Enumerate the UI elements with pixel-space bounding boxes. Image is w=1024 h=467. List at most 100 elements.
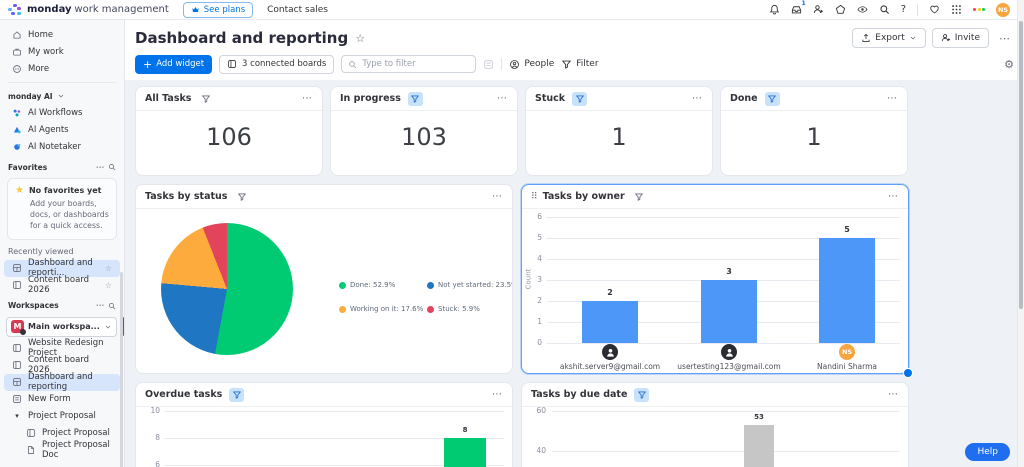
bar[interactable]: [701, 280, 757, 343]
funnel-icon-active[interactable]: [764, 91, 780, 106]
people-filter-button[interactable]: People: [509, 59, 554, 70]
workspaces-section-header[interactable]: Workspaces ⋯: [0, 298, 124, 314]
add-widget-button[interactable]: + Add widget: [135, 54, 213, 74]
sidebar-item-ai-workflows[interactable]: AI Workflows: [4, 104, 120, 121]
y-axis-label: Count: [524, 268, 533, 290]
workspace-item-content-board[interactable]: Content board 2026: [4, 355, 120, 376]
workspace-item-project-proposal-doc[interactable]: Project Proposal Doc: [4, 440, 120, 460]
sidebar-item-ai-notetaker[interactable]: AI Notetaker: [4, 138, 120, 155]
help-button-top[interactable]: ?: [900, 4, 906, 15]
products-button[interactable]: [835, 4, 846, 15]
notifications-button[interactable]: [769, 4, 780, 15]
legend-item[interactable]: Stuck: 5.9%: [427, 305, 512, 313]
bar[interactable]: [744, 425, 774, 467]
scrollbar-thumb[interactable]: [1019, 21, 1023, 309]
widget-menu-button[interactable]: ⋯: [888, 389, 899, 400]
plus-icon: +: [143, 57, 153, 71]
drag-handle-icon[interactable]: ⠿: [531, 191, 538, 202]
widget-tasks-by-owner[interactable]: ⠿ Tasks by owner ⋯ 0 1 2 3 4 5 6 Count 2 akshit.s…: [521, 184, 913, 378]
bar[interactable]: [819, 238, 875, 343]
workspaces-menu-icon[interactable]: ⋯: [96, 301, 104, 311]
widget-tasks-by-status[interactable]: Tasks by status ⋯ Done: 52.9% Not yet st…: [135, 184, 513, 374]
whats-new-button[interactable]: [929, 4, 940, 15]
workspace-item-website-redesign[interactable]: Website Redesign Project: [4, 338, 120, 359]
legend-item[interactable]: Working on it: 17.6%: [339, 305, 425, 313]
search-button[interactable]: [879, 4, 890, 15]
connected-boards-button[interactable]: 3 connected boards: [219, 54, 335, 74]
invite-button[interactable]: Invite: [931, 28, 989, 48]
caret-down-icon[interactable]: ▾: [15, 412, 19, 421]
contact-sales-link[interactable]: Contact sales: [267, 4, 328, 15]
funnel-icon[interactable]: [632, 190, 647, 204]
workspace-item-dashboard[interactable]: Dashboard and reporting: [4, 372, 120, 392]
workspaces-search-icon[interactable]: [108, 302, 116, 310]
recent-item-content-board[interactable]: Content board 2026 ☆: [4, 275, 120, 295]
legend-item[interactable]: Done: 52.9%: [339, 281, 425, 289]
sidebar-item-more[interactable]: More: [4, 60, 120, 77]
dashboard-menu-button[interactable]: ⋯: [999, 31, 1010, 45]
favorites-menu-icon[interactable]: ⋯: [96, 162, 104, 172]
widget-tasks-by-due-date[interactable]: Tasks by due date ⋯ 604053Count: [521, 382, 909, 467]
briefcase-icon: [12, 47, 22, 57]
workspace-item-project-proposal[interactable]: Project Proposal: [4, 425, 120, 442]
legend-item[interactable]: Not yet started: 23.5%: [427, 281, 512, 289]
funnel-icon-active[interactable]: [407, 91, 423, 106]
help-button[interactable]: Help: [965, 443, 1010, 461]
widget-stuck[interactable]: Stuck ⋯ 1: [525, 86, 713, 176]
invite-members-button[interactable]: [813, 4, 824, 15]
sidebar-item-label: Content board 2026: [28, 355, 90, 376]
sidebar-item-home[interactable]: Home: [4, 26, 120, 43]
widget-overdue-tasks[interactable]: Overdue tasks ⋯ 10 8 6 8: [135, 382, 513, 467]
sidebar-item-ai-agents[interactable]: AI Agents: [4, 121, 120, 138]
funnel-icon[interactable]: [198, 92, 213, 106]
widget-menu-button[interactable]: ⋯: [497, 93, 508, 104]
widget-done[interactable]: Done ⋯ 1: [720, 86, 908, 176]
status-pie-chart[interactable]: [161, 223, 293, 355]
visibility-button[interactable]: [857, 4, 868, 15]
funnel-icon[interactable]: [234, 190, 249, 204]
widget-in-progress[interactable]: In progress ⋯ 103: [330, 86, 518, 176]
export-button[interactable]: Export: [852, 28, 926, 48]
sidebar-item-label: Website Redesign Project: [28, 338, 104, 359]
favorites-search-icon[interactable]: [108, 163, 116, 171]
favorite-star-icon[interactable]: ☆: [104, 263, 112, 273]
app-logo-text[interactable]: monday work management: [27, 4, 169, 15]
widget-resize-handle[interactable]: [903, 368, 913, 378]
filter-search-box[interactable]: [341, 55, 477, 73]
sidebar-scrollbar[interactable]: [120, 272, 123, 467]
recent-item-dashboard[interactable]: Dashboard and reporti... ☆: [4, 258, 120, 278]
favorite-star-icon[interactable]: ☆: [104, 280, 112, 290]
monday-logo-icon[interactable]: [8, 3, 22, 16]
widget-menu-button[interactable]: ⋯: [492, 389, 503, 400]
dashboard-settings-button[interactable]: ⚙: [1004, 57, 1014, 71]
funnel-icon-active[interactable]: [572, 91, 588, 106]
inbox-icon: [791, 4, 802, 15]
apps-switcher-button[interactable]: [951, 4, 962, 15]
favorites-section-header[interactable]: Favorites ⋯: [0, 159, 124, 175]
inbox-button[interactable]: 1: [791, 0, 806, 15]
chevron-down-icon: [909, 34, 917, 42]
widget-all-tasks[interactable]: All Tasks ⋯ 106: [135, 86, 323, 176]
bar[interactable]: [444, 438, 486, 467]
funnel-icon-active[interactable]: [229, 387, 245, 402]
funnel-icon-active[interactable]: [634, 387, 650, 402]
widget-menu-button[interactable]: ⋯: [692, 93, 703, 104]
filter-search-input[interactable]: [362, 59, 470, 69]
recently-viewed-header: Recently viewed: [8, 247, 74, 257]
widget-menu-button[interactable]: ⋯: [887, 93, 898, 104]
bar[interactable]: [582, 301, 638, 343]
widget-menu-button[interactable]: ⋯: [302, 93, 313, 104]
monday-ai-section-header[interactable]: monday AI: [0, 88, 124, 104]
workspace-selector[interactable]: M Main workspa...: [6, 316, 117, 337]
widget-menu-button[interactable]: ⋯: [492, 191, 503, 202]
favorite-star-icon[interactable]: ☆: [355, 31, 366, 45]
workspace-item-new-form[interactable]: New Form: [4, 391, 120, 408]
sidebar-item-label: AI Notetaker: [28, 141, 82, 152]
window-scrollbar[interactable]: [1017, 0, 1024, 467]
workspace-group-project-proposal[interactable]: ▾ Project Proposal: [4, 408, 120, 425]
see-plans-button[interactable]: See plans: [182, 1, 254, 18]
filter-button[interactable]: Filter: [561, 59, 599, 70]
sidebar-item-my-work[interactable]: My work: [4, 43, 120, 60]
widget-menu-button[interactable]: ⋯: [888, 191, 899, 202]
user-avatar[interactable]: NS: [996, 2, 1010, 17]
